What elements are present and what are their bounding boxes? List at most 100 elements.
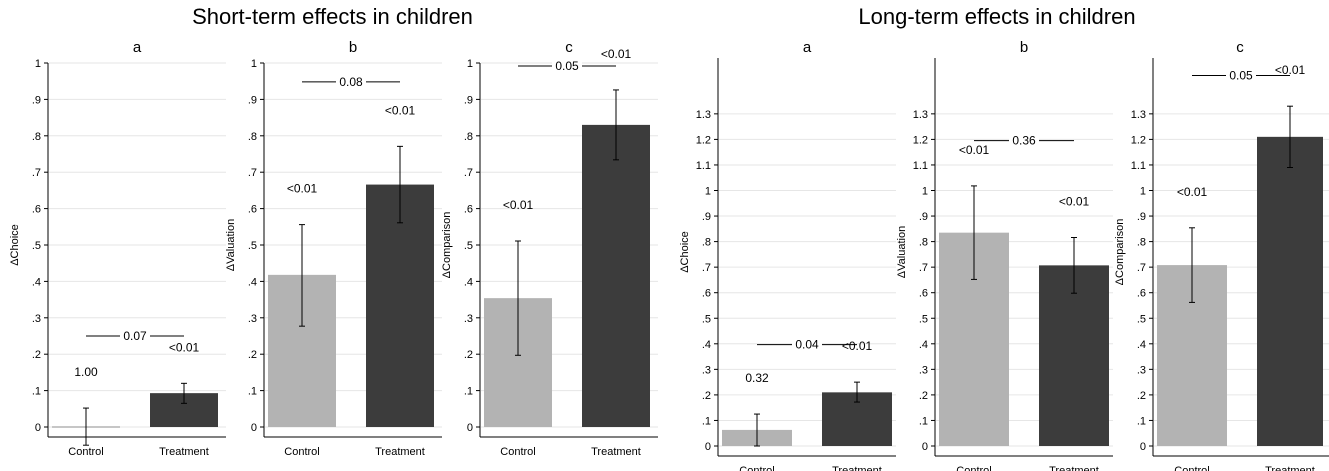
panel-long-a-ytick-label: 1.3 (696, 109, 711, 121)
panel-long-a-pvalue-control: 0.32 (745, 371, 769, 385)
panel-long-c-ytick-label: .8 (1137, 237, 1146, 249)
panel-long-b-ytick-label: 1.2 (913, 134, 928, 146)
panel-short-c-category-treatment: Treatment (591, 446, 641, 458)
panel-long-c-ytick-label: .9 (1137, 211, 1146, 223)
panel-short-c-ytick-label: .4 (464, 276, 473, 288)
panel-long-c-category-control: Control (1174, 465, 1209, 471)
panel-short-a-category-control: Control (68, 446, 103, 458)
panel-short-b-category-treatment: Treatment (375, 446, 425, 458)
panel-long-c-ytick-label: .5 (1137, 313, 1146, 325)
panel-long-a-ytick-label: 1 (705, 186, 711, 198)
panel-long-b-ytick-label: .2 (919, 390, 928, 402)
panel-long-a-ytick-label: .3 (702, 364, 711, 376)
panel-short-c-ytick-label: 0 (467, 422, 473, 434)
panel-short-a-ytick-label: .1 (32, 386, 41, 398)
panel-short-b-comparison-bg (336, 74, 366, 88)
panel-short-a-ytick-label: .4 (32, 276, 41, 288)
panel-long-a-label: a (803, 39, 812, 56)
panel-short-c-ytick-label: .1 (464, 386, 473, 398)
panel-short-b-ytick-label: 0 (251, 422, 257, 434)
panel-long-c-pvalue-treatment: <0.01 (1275, 63, 1306, 77)
panel-long-c-ytick-label: .3 (1137, 364, 1146, 376)
panel-long-c-ytick-label: 1 (1140, 186, 1146, 198)
panel-short-c-ytick-label: .8 (464, 131, 473, 143)
panel-short-b-pvalue-treatment: <0.01 (385, 103, 416, 117)
panel-short-b-ytick-label: .8 (248, 131, 257, 143)
panel-short-c-ytick-label: .7 (464, 167, 473, 179)
panel-long-a-ytick-label: .5 (702, 313, 711, 325)
panel-long-a-ytick-label: 0 (705, 441, 711, 453)
panel-short-b-ytick-label: .4 (248, 276, 257, 288)
panel-long-b-ytick-label: .9 (919, 211, 928, 223)
long-term-title: Long-term effects in children (858, 4, 1136, 29)
panel-short-b-bar-treatment (366, 184, 434, 427)
panel-long-b-comparison-bg (1009, 133, 1039, 147)
panel-short-c-comparison-bg (552, 59, 582, 72)
panel-long-c-ylabel: ΔComparison (1114, 219, 1126, 286)
panel-long-c-category-treatment: Treatment (1265, 465, 1315, 471)
panel-short-b-category-control: Control (284, 446, 319, 458)
panel-long-c-ytick-label: .7 (1137, 262, 1146, 274)
panel-long-a-ytick-label: .2 (702, 390, 711, 402)
short-term-title: Short-term effects in children (192, 4, 473, 29)
panel-long-b-pvalue-treatment: <0.01 (1059, 195, 1090, 209)
panel-long-b-ytick-label: .1 (919, 415, 928, 427)
panel-short-b-ytick-label: 1 (251, 58, 257, 70)
panel-long-b-category-treatment: Treatment (1049, 465, 1099, 471)
panel-short-b-ytick-label: .2 (248, 349, 257, 361)
panel-short-a-category-treatment: Treatment (159, 446, 209, 458)
panel-short-c-ylabel: ΔComparison (441, 212, 453, 279)
panel-short-c-ytick-label: .9 (464, 94, 473, 106)
panel-long-b-ytick-label: .8 (919, 237, 928, 249)
panel-short-b-ytick-label: .5 (248, 240, 257, 252)
panel-short-b-ytick-label: .1 (248, 386, 257, 398)
panel-short-a-pvalue-control: 1.00 (74, 365, 98, 379)
panel-short-a-ytick-label: 0 (35, 422, 41, 434)
panel-short-c-bar-treatment (582, 124, 650, 427)
panel-short-c-label: c (565, 39, 573, 56)
panel-short-b-ytick-label: .3 (248, 313, 257, 325)
panel-long-a-pvalue-treatment: <0.01 (842, 339, 873, 353)
panel-short-c-ytick-label: .6 (464, 204, 473, 216)
panel-long-b-ytick-label: .4 (919, 339, 928, 351)
panel-long-a-ytick-label: .1 (702, 415, 711, 427)
panel-short-a-ytick-label: .5 (32, 240, 41, 252)
panel-short-c-category-control: Control (500, 446, 535, 458)
panel-short-b-ylabel: ΔValuation (225, 219, 237, 271)
panel-long-a-category-control: Control (739, 465, 774, 471)
panel-short-c-pvalue-treatment: <0.01 (601, 47, 632, 61)
panel-long-c-label: c (1236, 39, 1244, 56)
panel-short-c-pvalue-control: <0.01 (503, 198, 534, 212)
panel-long-a-ytick-label: .4 (702, 339, 711, 351)
panel-short-b-ytick-label: .6 (248, 204, 257, 216)
panel-short-a-ytick-label: .7 (32, 167, 41, 179)
panel-short-b-comparison-pvalue: 0.08 (339, 75, 363, 89)
panel-long-b-ytick-label: .3 (919, 364, 928, 376)
panel-short-b-ytick-label: .9 (248, 94, 257, 106)
panel-short-a-pvalue-treatment: <0.01 (169, 340, 200, 354)
panel-long-a-ytick-label: .6 (702, 288, 711, 300)
panel-long-b-ylabel: ΔValuation (896, 226, 908, 278)
panel-long-b-label: b (1020, 39, 1028, 56)
panel-long-a-ytick-label: 1.1 (696, 160, 711, 172)
panel-short-c-ytick-label: 1 (467, 58, 473, 70)
panel-long-b-category-control: Control (956, 465, 991, 471)
panel-long-b-comparison-pvalue: 0.36 (1012, 134, 1036, 148)
panel-short-b-pvalue-control: <0.01 (287, 182, 318, 196)
panel-short-c-ytick-label: .5 (464, 240, 473, 252)
panel-long-a-comparison-pvalue: 0.04 (795, 338, 819, 352)
panel-long-c-comparison-bg (1226, 68, 1256, 82)
panel-long-a-ytick-label: .7 (702, 262, 711, 274)
panel-short-a-ytick-label: .9 (32, 94, 41, 106)
panel-long-c-comparison-pvalue: 0.05 (1229, 69, 1253, 83)
panel-long-b-ytick-label: 1.1 (913, 160, 928, 172)
panel-short-a-ytick-label: 1 (35, 58, 41, 70)
panel-short-a-comparison-bg (120, 329, 150, 342)
panel-short-a-ytick-label: .8 (32, 131, 41, 143)
panel-long-c-ytick-label: .1 (1137, 415, 1146, 427)
panel-long-a-ytick-label: .9 (702, 211, 711, 223)
panel-long-c-pvalue-control: <0.01 (1177, 185, 1208, 199)
panel-short-a-ytick-label: .6 (32, 204, 41, 216)
